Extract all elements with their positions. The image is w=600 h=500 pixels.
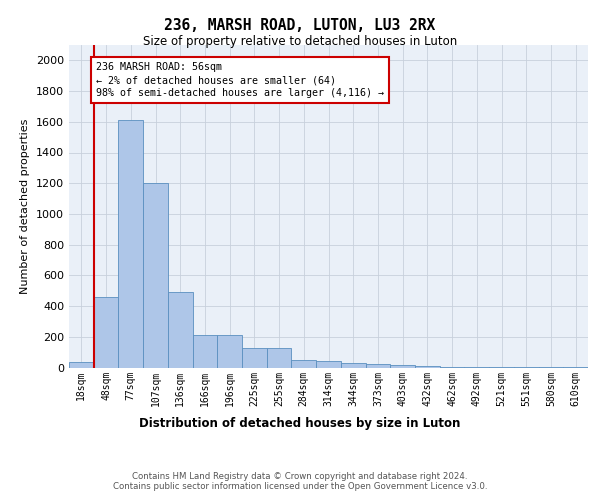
Bar bbox=[217, 335, 242, 368]
Bar bbox=[464, 366, 489, 368]
Text: Distribution of detached houses by size in Luton: Distribution of detached houses by size … bbox=[139, 418, 461, 430]
Text: Contains public sector information licensed under the Open Government Licence v3: Contains public sector information licen… bbox=[113, 482, 487, 491]
Bar bbox=[118, 120, 143, 368]
Bar bbox=[242, 348, 267, 368]
Bar bbox=[69, 362, 94, 368]
Bar bbox=[415, 366, 440, 368]
Bar bbox=[168, 292, 193, 368]
Text: 236 MARSH ROAD: 56sqm
← 2% of detached houses are smaller (64)
98% of semi-detac: 236 MARSH ROAD: 56sqm ← 2% of detached h… bbox=[96, 62, 384, 98]
Text: Size of property relative to detached houses in Luton: Size of property relative to detached ho… bbox=[143, 35, 457, 48]
Bar bbox=[143, 183, 168, 368]
Bar bbox=[267, 348, 292, 368]
Bar bbox=[440, 366, 464, 368]
Bar bbox=[390, 365, 415, 368]
Y-axis label: Number of detached properties: Number of detached properties bbox=[20, 118, 31, 294]
Bar bbox=[341, 363, 365, 368]
Bar bbox=[94, 297, 118, 368]
Bar bbox=[365, 364, 390, 368]
Text: 236, MARSH ROAD, LUTON, LU3 2RX: 236, MARSH ROAD, LUTON, LU3 2RX bbox=[164, 18, 436, 32]
Bar bbox=[316, 360, 341, 368]
Bar bbox=[193, 335, 217, 368]
Bar bbox=[292, 360, 316, 368]
Text: Contains HM Land Registry data © Crown copyright and database right 2024.: Contains HM Land Registry data © Crown c… bbox=[132, 472, 468, 481]
